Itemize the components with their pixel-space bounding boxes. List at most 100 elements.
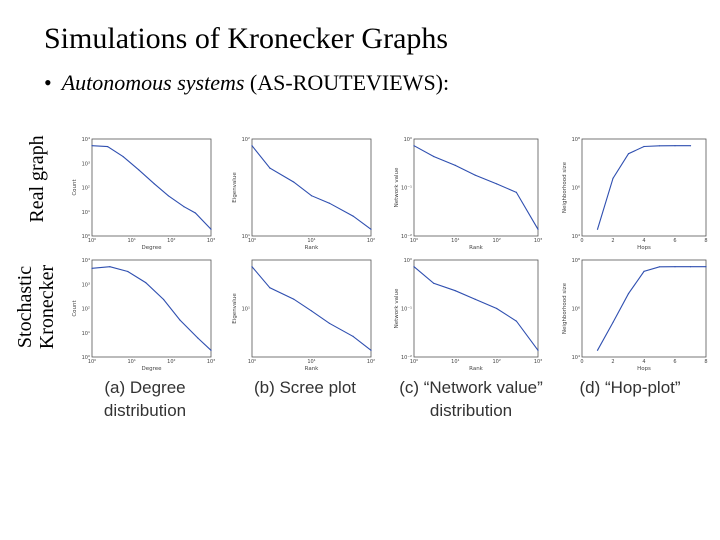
data-point: [612, 321, 614, 323]
series-line: [251, 145, 372, 230]
data-point: [413, 145, 415, 147]
series-line: [251, 266, 372, 351]
x-tick-label: 4: [642, 359, 645, 365]
y-axis-label: Eigenvalue: [232, 172, 238, 203]
y-tick-label: 10⁰: [82, 234, 90, 240]
y-axis-label: Network value: [394, 288, 400, 328]
data-point: [293, 298, 295, 300]
data-point: [596, 228, 599, 230]
plot-frame: [91, 138, 212, 237]
caption-scree: (b) Scree plot: [253, 378, 357, 397]
data-point: [310, 195, 313, 197]
data-point: [705, 266, 707, 268]
x-tick-label: 10¹: [451, 238, 459, 244]
y-tick-label: 10⁻²: [401, 355, 412, 361]
slide-title: Simulations of Kronecker Graphs: [44, 22, 449, 55]
y-tick-label: 10⁶: [572, 307, 580, 313]
bullet-item: • Autonomous systems (AS-ROUTEVIEWS):: [44, 70, 449, 96]
x-tick-label: 10²: [367, 238, 375, 244]
data-point: [91, 267, 93, 269]
x-axis-label: Hops: [637, 245, 651, 251]
x-tick-label: 10⁰: [248, 238, 256, 244]
x-tick-label: 4: [642, 238, 645, 244]
data-point: [194, 212, 196, 214]
data-point: [596, 349, 599, 351]
x-axis-label: Rank: [305, 366, 320, 372]
plot-frame: [251, 259, 372, 358]
data-point: [197, 337, 199, 339]
data-point: [537, 349, 539, 351]
caption-degree: (a) Degree distribution: [103, 378, 187, 420]
data-point: [370, 228, 372, 230]
data-point: [454, 290, 456, 292]
series-line: [91, 145, 212, 230]
x-axis-label: Hops: [637, 366, 651, 372]
data-point: [674, 145, 676, 147]
caption-netvalue: (c) “Network value” distribution: [399, 378, 543, 420]
x-tick-label: 6: [673, 359, 676, 365]
y-tick-label: 10¹: [242, 234, 250, 240]
data-point: [328, 202, 330, 204]
data-point: [153, 183, 155, 185]
data-point: [370, 349, 372, 351]
x-tick-label: 2: [611, 359, 614, 365]
y-tick-label: 10⁴: [82, 258, 90, 264]
series-line: [413, 266, 539, 351]
data-point: [352, 215, 354, 217]
data-point: [352, 335, 354, 337]
data-point: [109, 266, 111, 268]
data-point: [251, 266, 253, 268]
row-label-stochastic: Stochastic Kronecker: [14, 257, 58, 357]
data-point: [107, 146, 109, 148]
x-tick-label: 10¹: [307, 238, 315, 244]
data-point: [251, 145, 253, 147]
data-point: [310, 310, 313, 312]
data-point: [210, 228, 212, 230]
data-point: [183, 206, 185, 208]
x-tick-label: 10⁰: [410, 238, 418, 244]
y-tick-label: 10³: [82, 282, 90, 288]
chart-real-degree: 10⁰ 10¹ 10² 10³ 10⁴ 10³ 10² 10¹ 10⁰ Degree Count: [72, 137, 215, 251]
data-point: [612, 177, 614, 179]
data-point: [210, 349, 212, 351]
y-tick-label: 10⁻²: [401, 234, 412, 240]
x-tick-label: 10³: [534, 238, 542, 244]
y-tick-label: 10²: [82, 186, 90, 192]
x-tick-label: 2: [611, 238, 614, 244]
data-point: [328, 322, 330, 324]
x-tick-label: 10¹: [127, 238, 135, 244]
y-axis-label: Neighborhood size: [562, 282, 568, 334]
data-point: [474, 174, 476, 176]
y-tick-label: 10⁶: [572, 186, 580, 192]
y-tick-label: 10¹: [82, 331, 90, 337]
data-point: [674, 266, 676, 268]
data-point: [689, 145, 692, 147]
x-tick-label: 10¹: [127, 359, 135, 365]
y-tick-label: 10²: [82, 307, 90, 313]
x-axis-label: Rank: [469, 245, 484, 251]
y-tick-label: 10⁰: [404, 258, 412, 264]
x-tick-label: 10³: [534, 359, 542, 365]
data-point: [515, 320, 517, 322]
x-axis-label: Degree: [141, 245, 162, 251]
data-point: [496, 183, 498, 185]
y-axis-label: Count: [72, 299, 78, 316]
x-tick-label: 10¹: [451, 359, 459, 365]
x-tick-label: 10²: [492, 238, 500, 244]
data-point: [627, 293, 630, 295]
y-axis-label: Neighborhood size: [562, 161, 568, 213]
data-point: [433, 282, 435, 284]
data-point: [293, 181, 295, 183]
data-point: [689, 266, 692, 268]
data-point: [658, 145, 661, 147]
x-tick-label: 10¹: [307, 359, 315, 365]
x-tick-label: 0: [580, 238, 583, 244]
y-tick-label: 10⁴: [572, 234, 580, 240]
data-point: [454, 164, 456, 166]
x-tick-label: 10²: [167, 238, 175, 244]
data-point: [515, 191, 517, 193]
y-axis-label: Count: [72, 178, 78, 195]
data-point: [643, 145, 645, 148]
data-point: [269, 287, 271, 289]
